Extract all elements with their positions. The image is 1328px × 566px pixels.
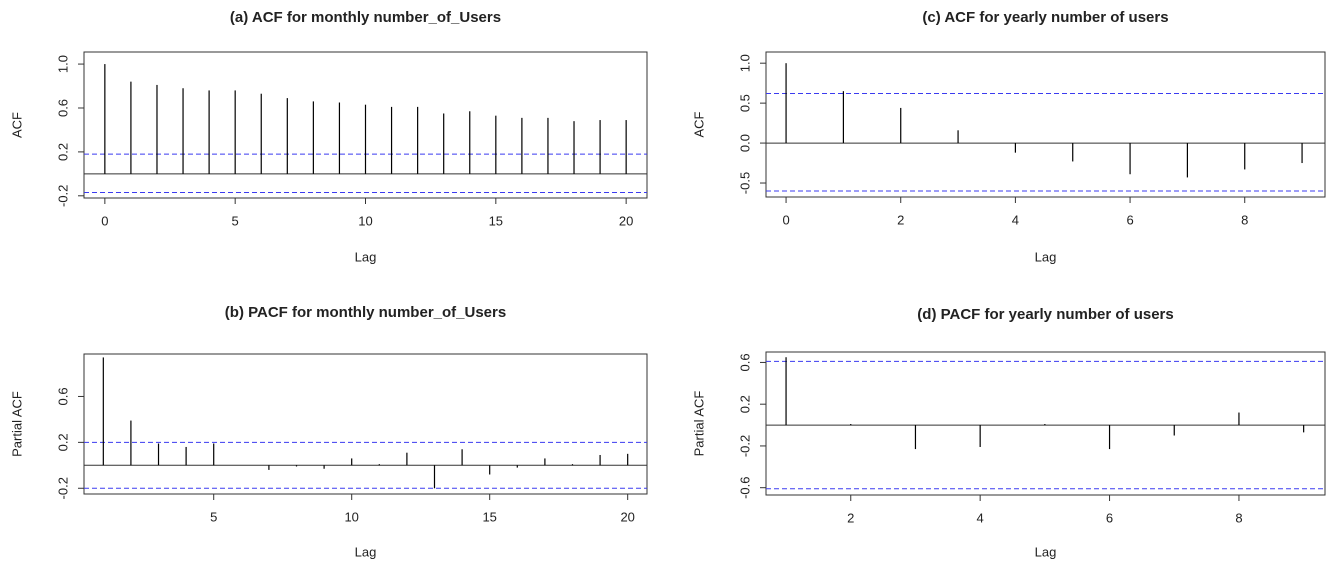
x-tick-label: 0 — [782, 212, 789, 227]
plot-box — [765, 351, 1326, 496]
x-tick-label: 15 — [482, 509, 496, 524]
y-axis-label: Partial ACF — [9, 391, 24, 457]
plot-box — [765, 51, 1326, 198]
y-tick-label: 0.2 — [737, 395, 752, 413]
chart-title: (b) PACF for monthly number_of_Users — [225, 304, 506, 321]
y-tick-label: 0.6 — [737, 353, 752, 371]
chart-title: (c) ACF for yearly number of users — [922, 9, 1168, 26]
x-tick-label: 4 — [977, 510, 984, 525]
x-tick-label: 20 — [619, 213, 633, 228]
y-tick-label: 0.5 — [737, 94, 752, 112]
x-tick-label: 5 — [210, 509, 217, 524]
plot-box — [83, 353, 648, 495]
x-tick-label: 2 — [847, 510, 854, 525]
y-axis-label: Partial ACF — [691, 391, 706, 457]
x-tick-label: 5 — [232, 213, 239, 228]
x-tick-label: 6 — [1106, 510, 1113, 525]
x-tick-label: 15 — [489, 213, 503, 228]
x-axis-label: Lag — [355, 544, 377, 559]
x-tick-label: 8 — [1235, 510, 1242, 525]
x-tick-label: 4 — [1012, 212, 1019, 227]
x-tick-label: 10 — [344, 509, 358, 524]
x-tick-label: 0 — [101, 213, 108, 228]
x-axis-label: Lag — [1035, 544, 1057, 559]
y-tick-label: 0.2 — [55, 433, 70, 451]
x-tick-label: 10 — [358, 213, 372, 228]
x-tick-label: 20 — [620, 509, 634, 524]
y-tick-label: 0.6 — [55, 387, 70, 405]
y-tick-label: 0.2 — [55, 143, 70, 161]
y-tick-label: -0.2 — [55, 477, 70, 499]
x-tick-label: 2 — [897, 212, 904, 227]
chart-title: (a) ACF for monthly number_of_Users — [230, 9, 501, 26]
y-tick-label: 1.0 — [55, 55, 70, 73]
y-axis-label: ACF — [9, 112, 24, 138]
y-tick-label: -0.6 — [737, 476, 752, 498]
chart-title: (d) PACF for yearly number of users — [917, 306, 1173, 323]
y-tick-label: -0.5 — [737, 172, 752, 194]
y-tick-label: 1.0 — [737, 54, 752, 72]
y-tick-label: -0.2 — [737, 435, 752, 457]
y-axis-label: ACF — [691, 111, 706, 137]
x-axis-label: Lag — [1035, 249, 1057, 264]
y-tick-label: 0.6 — [55, 99, 70, 117]
x-tick-label: 8 — [1241, 212, 1248, 227]
y-tick-label: 0.0 — [737, 134, 752, 152]
y-tick-label: -0.2 — [55, 185, 70, 207]
x-axis-label: Lag — [355, 249, 377, 264]
x-tick-label: 6 — [1126, 212, 1133, 227]
